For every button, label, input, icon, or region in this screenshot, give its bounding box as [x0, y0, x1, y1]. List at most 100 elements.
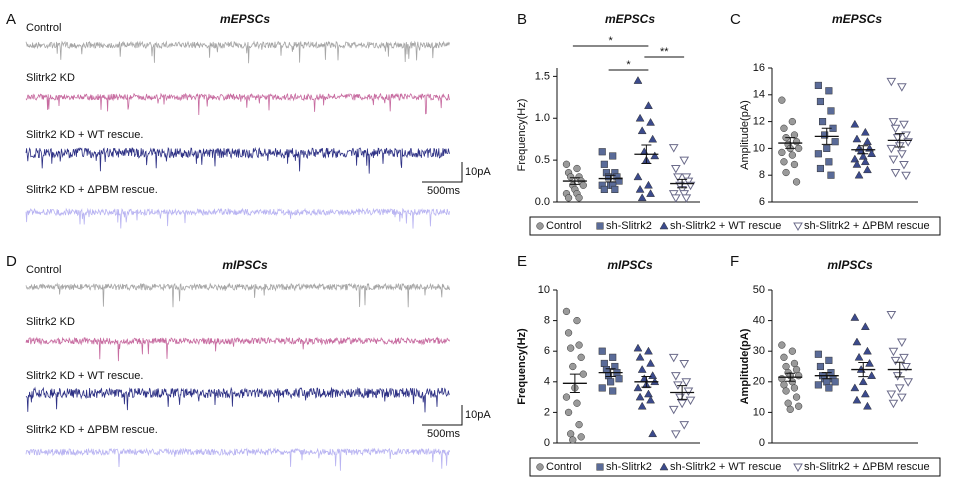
point — [816, 362, 825, 371]
point — [633, 343, 643, 352]
point — [635, 392, 645, 401]
scale-bar — [422, 162, 463, 183]
point — [899, 353, 909, 363]
legend-label: Control — [546, 220, 581, 232]
point — [899, 120, 909, 130]
point — [579, 370, 587, 378]
trace-label: Slitrk2 KD + ΔPBM rescue. — [26, 184, 158, 196]
point — [615, 177, 623, 185]
y-tick-label: 6 — [544, 345, 550, 357]
point — [607, 378, 615, 386]
point — [679, 190, 690, 199]
trace — [25, 282, 450, 308]
y-tick-label: 6 — [759, 196, 765, 208]
point — [668, 190, 679, 199]
point — [901, 131, 911, 141]
point — [677, 399, 687, 409]
point — [562, 160, 571, 168]
y-tick-label: 50 — [753, 284, 765, 296]
point — [863, 346, 872, 355]
point — [780, 158, 788, 166]
point — [639, 374, 649, 382]
point — [679, 156, 690, 166]
point — [867, 149, 877, 158]
y-tick-label: 2 — [544, 406, 550, 418]
point — [852, 159, 862, 168]
point — [646, 358, 656, 367]
legend-label: sh-Slitrk2 — [606, 220, 652, 232]
point — [888, 118, 899, 127]
legend-label: sh-Slitrk2 + ΔPBM rescue — [804, 461, 930, 473]
point — [646, 189, 656, 197]
trace — [25, 386, 450, 413]
point — [683, 387, 694, 396]
point — [816, 97, 825, 106]
point — [896, 83, 907, 92]
point — [788, 117, 796, 126]
point — [890, 356, 901, 366]
point — [860, 322, 870, 330]
error-bar — [605, 174, 616, 183]
point — [821, 131, 829, 139]
point — [573, 164, 581, 173]
point — [598, 347, 606, 355]
point — [778, 96, 786, 104]
point — [795, 144, 803, 153]
point — [670, 194, 681, 203]
point — [778, 375, 786, 383]
point — [611, 185, 619, 193]
point — [604, 173, 613, 181]
error-bar — [821, 127, 832, 145]
point — [575, 341, 583, 349]
point — [644, 180, 653, 189]
error-bar — [569, 177, 580, 185]
point — [886, 390, 897, 400]
significance-label: ** — [660, 46, 669, 58]
scale-label: 500ms — [427, 185, 461, 197]
significance-label: * — [626, 59, 631, 71]
point — [860, 127, 870, 136]
point — [867, 371, 877, 379]
error-bar — [894, 133, 905, 148]
panel-letter: E — [517, 253, 527, 270]
panel-letter: D — [6, 253, 17, 270]
point — [816, 164, 825, 173]
panel-title: mEPSCs — [605, 12, 655, 26]
point — [609, 387, 617, 395]
point — [782, 168, 790, 177]
point — [831, 138, 839, 146]
point — [788, 347, 796, 355]
point — [850, 313, 860, 321]
error-bar — [605, 368, 616, 377]
point — [573, 399, 581, 407]
trace-label: Control — [26, 22, 61, 34]
error-bar — [858, 362, 869, 378]
point — [827, 107, 835, 115]
error-bar — [569, 373, 580, 394]
y-axis-label: Amplitude(pA) — [739, 100, 751, 170]
point — [615, 375, 623, 383]
trace — [25, 207, 450, 229]
point — [681, 173, 692, 182]
point — [814, 81, 822, 89]
point — [668, 405, 679, 415]
point — [681, 194, 692, 203]
legend-label: sh-Slitrk2 + WT rescue — [670, 461, 781, 473]
error-bar — [858, 145, 869, 155]
y-tick-label: 0 — [544, 437, 550, 449]
point — [896, 338, 907, 348]
point — [573, 316, 581, 325]
y-tick-label: 14 — [753, 89, 765, 101]
point — [635, 113, 645, 122]
legend-label: sh-Slitrk2 + WT rescue — [670, 220, 781, 232]
point — [644, 101, 653, 109]
trace — [25, 146, 450, 174]
point — [778, 341, 786, 349]
y-tick-label: 1.0 — [535, 112, 550, 124]
y-tick-label: 8 — [759, 169, 765, 181]
point — [819, 118, 827, 126]
trace-label: Slitrk2 KD + ΔPBM rescue. — [26, 424, 158, 436]
point — [850, 154, 860, 163]
point — [635, 184, 645, 193]
